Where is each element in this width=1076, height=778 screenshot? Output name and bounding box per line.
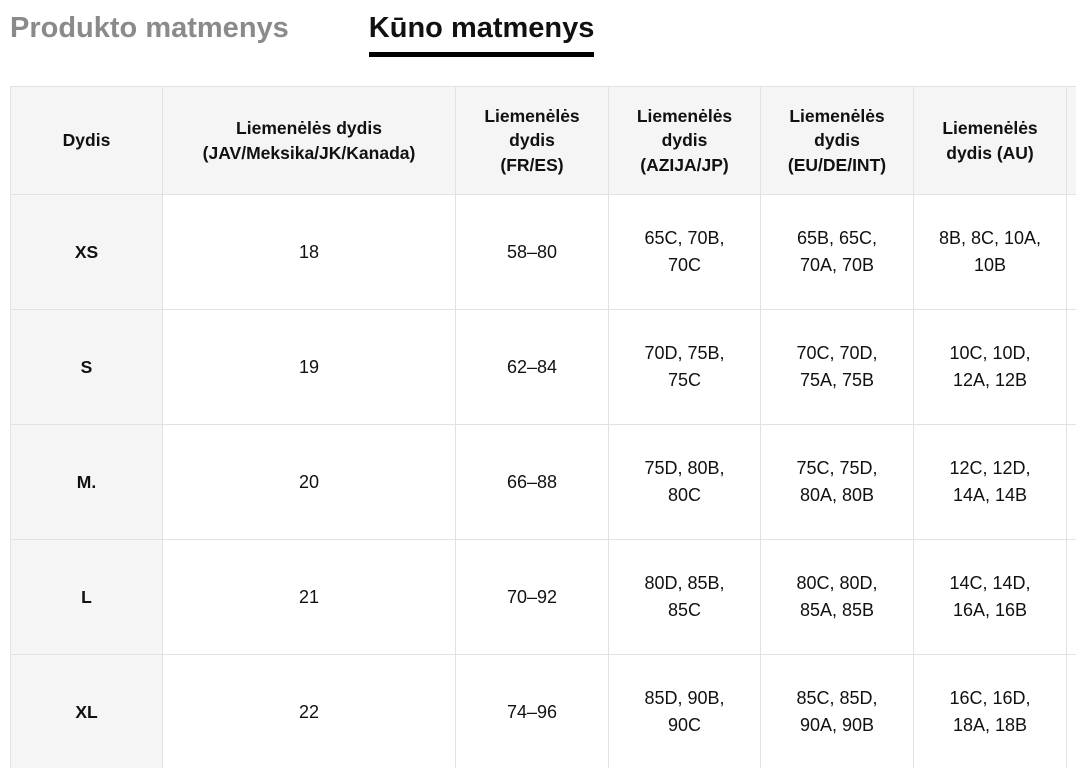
header-cell-size: Dydis <box>10 86 163 195</box>
table-cell: 62–84 <box>455 309 609 425</box>
header-row: Dydis Liemenėlės dydis (JAV/Meksika/JK/K… <box>10 86 1076 195</box>
size-chart-container: Dydis Liemenėlės dydis (JAV/Meksika/JK/K… <box>10 86 1076 768</box>
row-label-m: M. <box>10 424 163 540</box>
table-cell: 85C, 85D, 90A, 90B <box>760 654 914 768</box>
tab-body-dimensions[interactable]: Kūno matmenys <box>368 12 595 57</box>
table-cell: 70D, 75B, 75C <box>608 309 761 425</box>
header-cell-au: Liemenėlės dydis (AU) <box>913 86 1067 195</box>
table-cell-clipped <box>1066 309 1076 425</box>
table-cell: 70C, 70D, 75A, 75B <box>760 309 914 425</box>
table-cell: 65B, 65C, 70A, 70B <box>760 194 914 310</box>
table-cell: 58–80 <box>455 194 609 310</box>
table-cell-clipped <box>1066 654 1076 768</box>
table-cell: 80C, 80D, 85A, 85B <box>760 539 914 655</box>
table-cell: 10C, 10D, 12A, 12B <box>913 309 1067 425</box>
row-label-xl: XL <box>10 654 163 768</box>
header-cell-fr-es: Liemenėlės dydis (FR/ES) <box>455 86 609 195</box>
table-cell-clipped <box>1066 539 1076 655</box>
tab-product-dimensions[interactable]: Produkto matmenys <box>10 12 289 44</box>
header-cell-asia-jp: Liemenėlės dydis (AZIJA/JP) <box>608 86 761 195</box>
table-cell: 21 <box>162 539 456 655</box>
header-cell-us-mx-uk-ca: Liemenėlės dydis (JAV/Meksika/JK/Kanada) <box>162 86 456 195</box>
row-label-l: L <box>10 539 163 655</box>
table-cell: 22 <box>162 654 456 768</box>
table-cell: 14C, 14D, 16A, 16B <box>913 539 1067 655</box>
table-cell: 65C, 70B, 70C <box>608 194 761 310</box>
table-cell-clipped <box>1066 424 1076 540</box>
table-cell-clipped <box>1066 194 1076 310</box>
header-cell-eu-de-int: Liemenėlės dydis (EU/DE/INT) <box>760 86 914 195</box>
header-cell-clipped <box>1066 86 1076 195</box>
table-cell: 75D, 80B, 80C <box>608 424 761 540</box>
table-cell: 8B, 8C, 10A, 10B <box>913 194 1067 310</box>
row-label-xs: XS <box>10 194 163 310</box>
table-row: XL 22 74–96 85D, 90B, 90C 85C, 85D, 90A,… <box>10 654 1076 768</box>
table-cell: 20 <box>162 424 456 540</box>
table-cell: 12C, 12D, 14A, 14B <box>913 424 1067 540</box>
table-row: M. 20 66–88 75D, 80B, 80C 75C, 75D, 80A,… <box>10 424 1076 540</box>
table-row: XS 18 58–80 65C, 70B, 70C 65B, 65C, 70A,… <box>10 194 1076 310</box>
table-cell: 85D, 90B, 90C <box>608 654 761 768</box>
table-cell: 18 <box>162 194 456 310</box>
table-cell: 66–88 <box>455 424 609 540</box>
table-row: L 21 70–92 80D, 85B, 85C 80C, 80D, 85A, … <box>10 539 1076 655</box>
table-cell: 16C, 16D, 18A, 18B <box>913 654 1067 768</box>
table-row: S 19 62–84 70D, 75B, 75C 70C, 70D, 75A, … <box>10 309 1076 425</box>
table-cell: 80D, 85B, 85C <box>608 539 761 655</box>
table-cell: 70–92 <box>455 539 609 655</box>
table-cell: 74–96 <box>455 654 609 768</box>
row-label-s: S <box>10 309 163 425</box>
table-cell: 19 <box>162 309 456 425</box>
table-cell: 75C, 75D, 80A, 80B <box>760 424 914 540</box>
size-chart-tabs: Produkto matmenys Kūno matmenys <box>0 0 1076 57</box>
size-chart-table: Dydis Liemenėlės dydis (JAV/Meksika/JK/K… <box>10 86 1076 768</box>
